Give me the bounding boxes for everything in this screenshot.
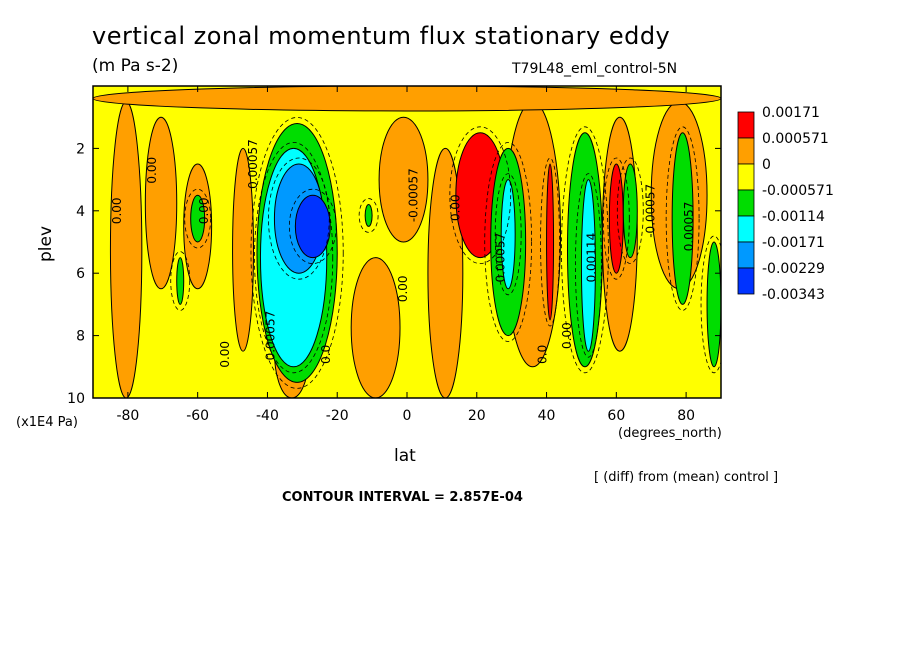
contour-line-dashed: [484, 141, 533, 342]
x-axis-label: lat: [394, 446, 416, 466]
contour-region-green: [176, 257, 185, 305]
legend-swatch: [737, 137, 755, 165]
contour-label: 0.00: [197, 197, 211, 224]
contour-line-dashed: [665, 126, 700, 311]
color-legend: 0.00171 0.000571 0 -0.000571 -0.00114 -0.0017…: [737, 105, 834, 303]
contour-line-dashed: [561, 126, 609, 374]
contour-region-green: [364, 204, 373, 227]
contour-line-dashed: [358, 198, 379, 233]
y-tick-label: 8: [76, 329, 85, 345]
contour-region-orange: [144, 116, 178, 290]
contour-line-dashed: [494, 173, 522, 296]
contour-line-dashed: [170, 251, 191, 311]
contour-label: -0.00057: [406, 168, 420, 222]
contour-region-orange: [93, 86, 721, 112]
contour-label: 0.00: [145, 157, 159, 184]
contour-region-orange: [232, 147, 254, 352]
legend-label: -0.00171: [762, 235, 825, 251]
legend-swatch: [737, 215, 755, 243]
contour-line-dashed: [575, 173, 602, 358]
contour-label: 0.00057: [682, 202, 696, 252]
contour-region-green: [706, 241, 721, 368]
contour-region-green: [622, 163, 638, 259]
contour-line-dashed: [268, 157, 330, 280]
legend-swatch: [737, 267, 755, 295]
legend-swatch: [737, 189, 755, 217]
y-tick-label: 4: [76, 204, 85, 220]
x-axis-units: (degrees_north): [618, 426, 722, 441]
x-tick-label: 40: [538, 408, 556, 424]
contour-label-layer: 0.00 0.00 0.00 0.00 0.00057 0.00057 0.0 -0.0005…: [110, 139, 696, 367]
contour-label: 0.00: [448, 194, 462, 221]
contour-region-orange: [427, 147, 464, 398]
contour-region-cyan: [580, 179, 596, 352]
contour-region-cyan: [500, 179, 516, 290]
contour-label: 0.00057: [494, 233, 508, 283]
x-tick-label: 20: [468, 408, 486, 424]
legend-label: -0.00114: [762, 209, 825, 225]
x-tick-label: -20: [326, 408, 349, 424]
legend-label: -0.000571: [762, 183, 834, 199]
contour-label: 0.0: [536, 345, 550, 364]
contour-region-darkblue: [294, 194, 331, 259]
x-axis-ticks: -80 -60 -40 -20 0 20 40 60 80: [116, 86, 695, 424]
contour-region-red: [608, 163, 624, 274]
contour-line-dashed: [616, 157, 644, 264]
contour-line-dashed: [184, 188, 212, 249]
contour-label: 0.00057: [246, 139, 260, 189]
contour-line-dashed: [449, 126, 512, 264]
contour-line-dashed: [250, 117, 344, 389]
y-tick-label: 2: [76, 141, 85, 157]
diff-note: [ (diff) from (mean) control ]: [594, 470, 779, 485]
legend-label: 0.000571: [762, 131, 829, 147]
contour-label: 0.00: [218, 341, 232, 368]
legend-label: -0.00229: [762, 261, 825, 277]
y-axis-label: plev: [36, 225, 56, 262]
contour-label: 0.00: [560, 322, 574, 349]
contour-line-dashed: [540, 157, 560, 327]
contour-label: 0.00114: [584, 233, 598, 283]
contour-label: 0.00057: [263, 311, 277, 361]
run-label: T79L48_eml_control-5N: [512, 61, 678, 77]
x-tick-label: 0: [403, 408, 412, 424]
contour-line-dashed: [288, 188, 337, 264]
contour-interval-note: CONTOUR INTERVAL = 2.857E-04: [282, 490, 523, 505]
legend-label: 0: [762, 157, 771, 173]
contour-region-green: [671, 132, 694, 305]
legend-label: 0.00171: [762, 105, 820, 121]
contour-region-orange: [378, 116, 429, 243]
y-axis-ticks: 2 4 6 8 10: [67, 141, 721, 407]
y-tick-label: 10: [67, 391, 85, 407]
x-tick-label: -80: [116, 408, 139, 424]
legend-swatch: [737, 241, 755, 269]
chart-units: (m Pa s-2): [92, 56, 179, 76]
contour-region-orange: [109, 101, 143, 398]
legend-swatch: [737, 163, 755, 191]
chart-title: vertical zonal momentum flux stationary …: [92, 22, 671, 50]
contour-label: -0.00057: [644, 184, 658, 238]
contour-label: 0.00: [110, 197, 124, 224]
contour-label: 0.0: [319, 345, 333, 364]
y-tick-label: 6: [76, 266, 85, 282]
x-tick-label: 80: [677, 408, 695, 424]
contour-line-dashed: [254, 142, 334, 374]
contour-line-dashed: [700, 235, 721, 374]
contour-line-dashed: [602, 157, 630, 280]
contour-fill-layer: [93, 86, 721, 398]
x-tick-label: -40: [256, 408, 279, 424]
y-axis-units: (x1E4 Pa): [16, 415, 78, 430]
contour-region-red: [546, 163, 555, 321]
contour-region-green: [190, 194, 206, 243]
contour-region-orange: [350, 257, 401, 398]
x-tick-label: -60: [186, 408, 209, 424]
legend-swatch: [737, 111, 755, 139]
x-tick-label: 60: [607, 408, 625, 424]
contour-label: 0.00: [396, 275, 410, 302]
legend-label: -0.00343: [762, 287, 825, 303]
